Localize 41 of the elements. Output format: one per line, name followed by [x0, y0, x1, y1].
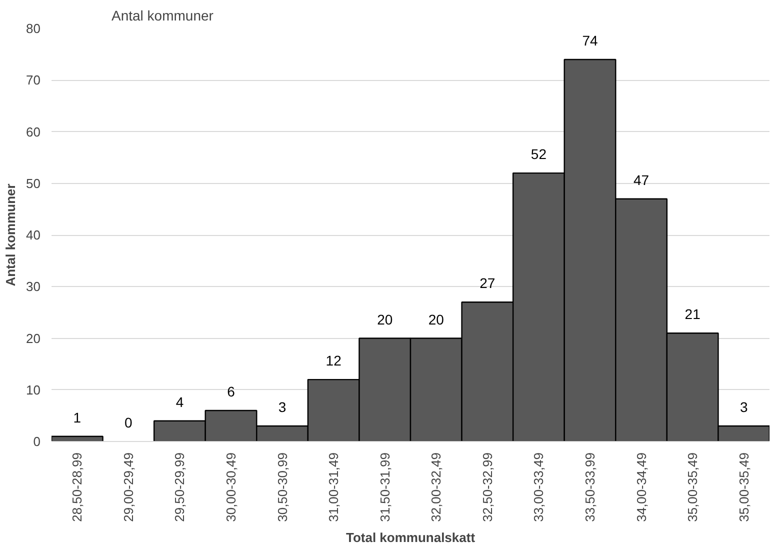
- data-label: 52: [530, 146, 547, 162]
- x-tick-label: 28,50-28,99: [70, 452, 85, 522]
- x-tick-label: 32,00-32,49: [428, 452, 444, 522]
- y-tick-label: 20: [26, 330, 41, 346]
- data-label: 20: [377, 311, 393, 328]
- data-label: 3: [740, 399, 748, 416]
- data-label: 12: [326, 352, 342, 369]
- y-tick-label: 0: [33, 434, 41, 449]
- y-tick-label: 60: [26, 124, 41, 140]
- x-tick-label: 30,00-30,49: [224, 452, 238, 522]
- data-label: 0: [124, 414, 133, 430]
- chart-title: Antal kommuner: [112, 8, 214, 24]
- x-tick-label: 30,50-30,99: [274, 452, 290, 522]
- x-tick-label: 33,00-33,49: [531, 452, 546, 522]
- x-tick-label: 34,00-34,49: [634, 452, 649, 522]
- y-tick-label: 80: [26, 21, 41, 36]
- bar: [52, 436, 104, 442]
- data-label: 6: [227, 384, 236, 400]
- x-axis-title: Total kommunalskatt: [346, 530, 476, 545]
- x-tick-label: 29,50-29,99: [172, 452, 188, 522]
- x-tick-label: 35,00-35,49: [736, 452, 752, 522]
- data-label: 1: [73, 409, 82, 426]
- x-tick-label: 31,50-31,99: [377, 452, 392, 522]
- x-tick-label: 31,00-31,49: [326, 452, 342, 522]
- y-tick-label: 50: [26, 176, 41, 191]
- y-tick-label: 10: [26, 382, 41, 398]
- x-tick-label: 35,00-35,49: [685, 452, 700, 522]
- x-tick-label: 29,00-29,49: [120, 452, 136, 522]
- y-tick-label: 40: [26, 228, 41, 242]
- x-tick-label: 33,50-33,99: [582, 452, 598, 522]
- y-axis-title: Antal kommuner: [3, 184, 18, 286]
- data-label: 20: [428, 311, 444, 328]
- y-tick-label: 30: [26, 279, 41, 294]
- x-tick-label: 32,50-32,99: [480, 452, 495, 522]
- data-label: 21: [684, 306, 701, 322]
- data-label: 4: [176, 394, 184, 410]
- data-label: 74: [582, 32, 598, 48]
- data-label: 3: [278, 399, 286, 416]
- data-label: 27: [480, 275, 496, 292]
- y-tick-label: 70: [26, 72, 41, 88]
- data-label: 47: [634, 172, 650, 188]
